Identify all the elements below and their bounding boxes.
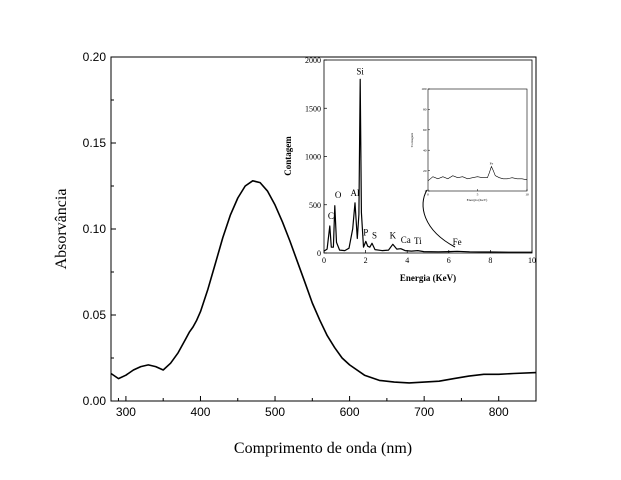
inset-x-tick-label: 4 <box>405 256 409 265</box>
inset-y-tick-label: 0 <box>317 249 321 258</box>
connector-arrow <box>422 189 456 248</box>
peak-label: P <box>363 228 368 238</box>
zoom-y-tick-label: 100 <box>421 87 427 91</box>
peak-label: Fe <box>453 237 462 247</box>
zoom-plot-frame <box>427 88 528 192</box>
y-tick-label: 0.00 <box>83 394 107 408</box>
zoom-y-tick-label: 80 <box>423 108 427 112</box>
peak-label: Al <box>350 188 359 198</box>
inset-peak-labels: C O Al Si P S K Ca Ti Fe <box>328 66 462 247</box>
zoom-y-tick-label: 40 <box>423 148 427 152</box>
zoom-x-tick-label: 10 <box>525 193 529 197</box>
inset-x-tick-label: 0 <box>322 256 326 265</box>
inset-y-tick-label: 1500 <box>305 104 321 113</box>
inset-y-axis-title: Contagem <box>283 136 293 176</box>
zoom-y-tick-label: 20 <box>423 169 427 173</box>
x-tick-label: 300 <box>116 405 136 419</box>
zoom-x-tick-label: 5 <box>477 193 479 197</box>
series-line-absorbance <box>110 180 537 384</box>
inset-x-tick-label: 2 <box>364 256 368 265</box>
peak-label: O <box>335 190 342 200</box>
y-tick-label: 0.05 <box>83 308 107 322</box>
x-tick-label: 600 <box>340 405 360 419</box>
inset-y-tick-label: 2000 <box>305 56 321 65</box>
peak-label: Ca <box>401 235 411 245</box>
x-tick-label: 700 <box>414 405 434 419</box>
zoom-y-axis-title: Contagem <box>410 133 414 148</box>
zoom-y-tick-label: 60 <box>423 128 427 132</box>
inset-y-tick-label: 1000 <box>305 153 321 162</box>
x-tick-label: 400 <box>190 405 210 419</box>
series-line-zoom <box>427 165 528 182</box>
zoom-peak-label: Fe <box>490 162 494 166</box>
x-axis-title: Comprimento de onda (nm) <box>234 440 412 457</box>
y-tick-label: 0.10 <box>83 222 107 236</box>
y-tick-label: 0.20 <box>83 50 107 64</box>
inset-x-tick-label: 8 <box>488 256 492 265</box>
peak-label: Si <box>356 66 364 76</box>
y-tick-label: 0.15 <box>83 136 107 150</box>
peak-label: K <box>390 230 397 240</box>
inset-x-axis-title: Energia (KeV) <box>400 273 456 283</box>
x-tick-label: 500 <box>265 405 285 419</box>
inset-y-tick-label: 500 <box>309 201 321 210</box>
series-line-counts <box>323 78 532 253</box>
y-axis-title: Absorvância <box>53 189 70 270</box>
peak-label: S <box>372 230 377 240</box>
inset-x-tick-label: 10 <box>528 256 536 265</box>
zoom-x-tick-label: 0 <box>427 193 429 197</box>
peak-label: C <box>328 211 334 221</box>
inset-x-tick-label: 6 <box>447 256 451 265</box>
zoom-x-axis-title: Energia (KeV) <box>467 198 488 202</box>
peak-label: Ti <box>414 236 422 246</box>
x-tick-label: 800 <box>489 405 509 419</box>
